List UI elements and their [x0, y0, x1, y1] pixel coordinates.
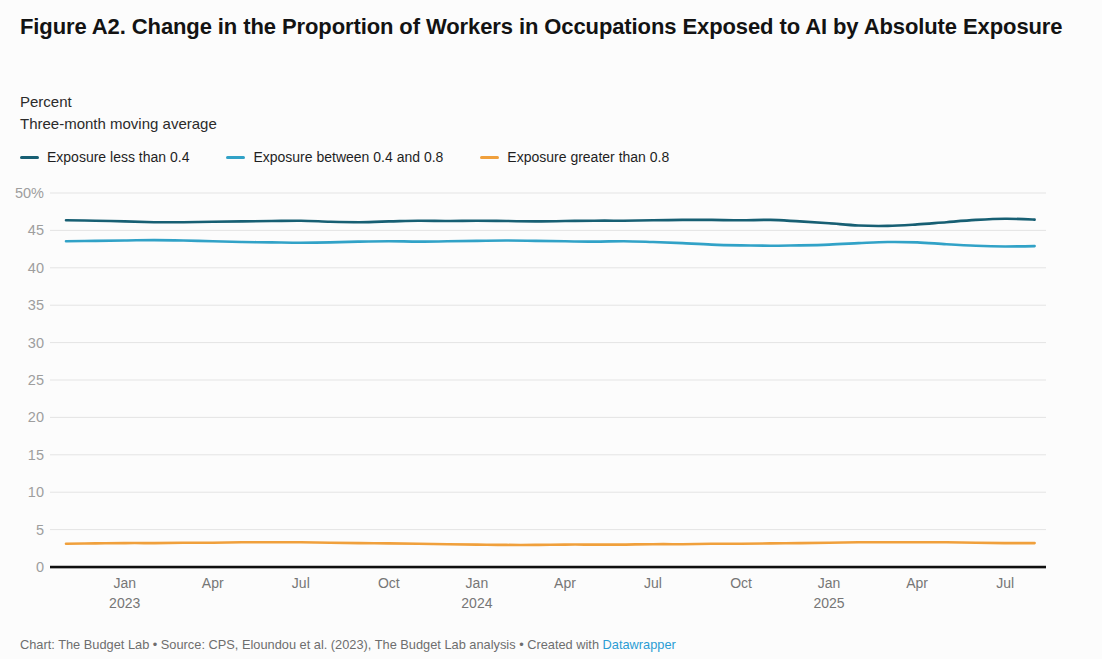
chart-legend: Exposure less than 0.4 Exposure between … — [20, 149, 669, 165]
legend-label: Exposure greater than 0.8 — [507, 149, 669, 165]
chart-footer: Chart: The Budget Lab • Source: CPS, Elo… — [20, 637, 676, 652]
y-tick-label: 0 — [36, 559, 44, 575]
series-line — [66, 219, 1035, 226]
legend-item-exposure-mid: Exposure between 0.4 and 0.8 — [226, 149, 443, 165]
legend-label: Exposure less than 0.4 — [47, 149, 189, 165]
y-tick-label: 20 — [28, 409, 44, 425]
x-tick-month-label: Apr — [202, 575, 224, 591]
series-line — [66, 542, 1035, 545]
y-tick-label: 35 — [28, 297, 44, 313]
y-tick-label: 5 — [36, 522, 44, 538]
x-axis-baseline — [50, 566, 1046, 569]
x-tick-month-label: Apr — [906, 575, 928, 591]
y-tick-label: 15 — [28, 447, 44, 463]
legend-line-swatch-light-blue — [226, 156, 245, 159]
x-tick-month-label: Jan — [818, 575, 841, 591]
line-chart: 05101520253035404550%Jan2023AprJulOctJan… — [0, 185, 1102, 625]
x-tick-month-label: Jul — [996, 575, 1014, 591]
series-line — [66, 240, 1035, 246]
y-tick-label: 50% — [15, 185, 44, 201]
y-tick-label: 10 — [28, 484, 44, 500]
legend-item-exposure-low: Exposure less than 0.4 — [20, 149, 189, 165]
x-tick-month-label: Apr — [554, 575, 576, 591]
legend-item-exposure-high: Exposure greater than 0.8 — [480, 149, 669, 165]
x-tick-month-label: Jan — [113, 575, 136, 591]
y-tick-label: 45 — [28, 222, 44, 238]
x-tick-month-label: Oct — [730, 575, 752, 591]
subtitle-note: Three-month moving average — [20, 113, 217, 135]
legend-label: Exposure between 0.4 and 0.8 — [253, 149, 443, 165]
x-tick-month-label: Oct — [378, 575, 400, 591]
chart-subtitle: Percent Three-month moving average — [20, 91, 217, 135]
x-tick-month-label: Jul — [644, 575, 662, 591]
legend-line-swatch-orange — [480, 156, 499, 159]
x-tick-month-label: Jul — [292, 575, 310, 591]
legend-line-swatch-dark-teal — [20, 156, 39, 159]
page-title: Figure A2. Change in the Proportion of W… — [20, 12, 1070, 41]
y-tick-label: 25 — [28, 372, 44, 388]
figure-page: { "header": { "title": "Figure A2. Chang… — [0, 0, 1102, 659]
datawrapper-link[interactable]: Datawrapper — [603, 637, 676, 652]
x-tick-year-label: 2025 — [814, 595, 845, 611]
x-tick-year-label: 2023 — [109, 595, 140, 611]
x-tick-year-label: 2024 — [461, 595, 492, 611]
y-tick-label: 30 — [28, 335, 44, 351]
footer-credit-text: Chart: The Budget Lab • Source: CPS, Elo… — [20, 637, 603, 652]
x-tick-month-label: Jan — [466, 575, 489, 591]
subtitle-unit: Percent — [20, 91, 217, 113]
y-tick-label: 40 — [28, 260, 44, 276]
